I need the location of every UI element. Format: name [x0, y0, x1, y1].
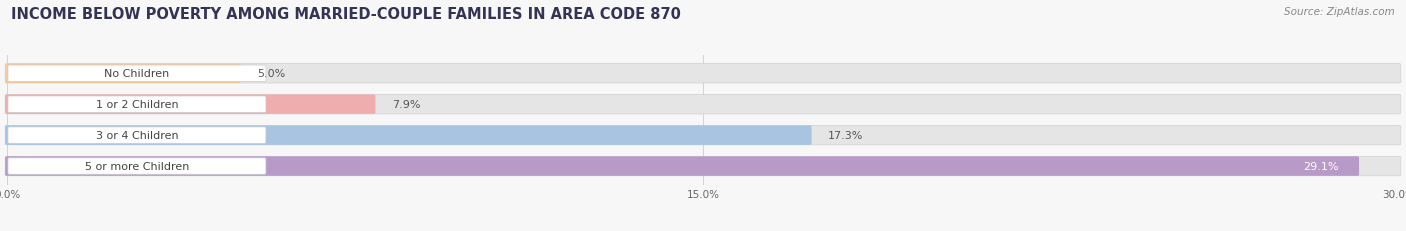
Text: INCOME BELOW POVERTY AMONG MARRIED-COUPLE FAMILIES IN AREA CODE 870: INCOME BELOW POVERTY AMONG MARRIED-COUPL…: [11, 7, 681, 22]
Text: 17.3%: 17.3%: [828, 131, 863, 140]
Text: Source: ZipAtlas.com: Source: ZipAtlas.com: [1284, 7, 1395, 17]
FancyBboxPatch shape: [6, 157, 1360, 176]
Text: 3 or 4 Children: 3 or 4 Children: [96, 131, 179, 140]
FancyBboxPatch shape: [6, 64, 1400, 84]
Text: 5 or more Children: 5 or more Children: [84, 161, 190, 171]
FancyBboxPatch shape: [6, 95, 375, 114]
FancyBboxPatch shape: [8, 158, 266, 174]
FancyBboxPatch shape: [6, 126, 1400, 145]
Text: 29.1%: 29.1%: [1303, 161, 1339, 171]
FancyBboxPatch shape: [6, 64, 240, 84]
FancyBboxPatch shape: [6, 126, 811, 145]
FancyBboxPatch shape: [8, 127, 266, 144]
FancyBboxPatch shape: [8, 97, 266, 113]
FancyBboxPatch shape: [6, 95, 1400, 114]
Text: No Children: No Children: [104, 69, 170, 79]
Text: 5.0%: 5.0%: [257, 69, 285, 79]
FancyBboxPatch shape: [6, 157, 1400, 176]
Text: 7.9%: 7.9%: [392, 100, 420, 110]
FancyBboxPatch shape: [8, 66, 266, 82]
Text: 1 or 2 Children: 1 or 2 Children: [96, 100, 179, 110]
